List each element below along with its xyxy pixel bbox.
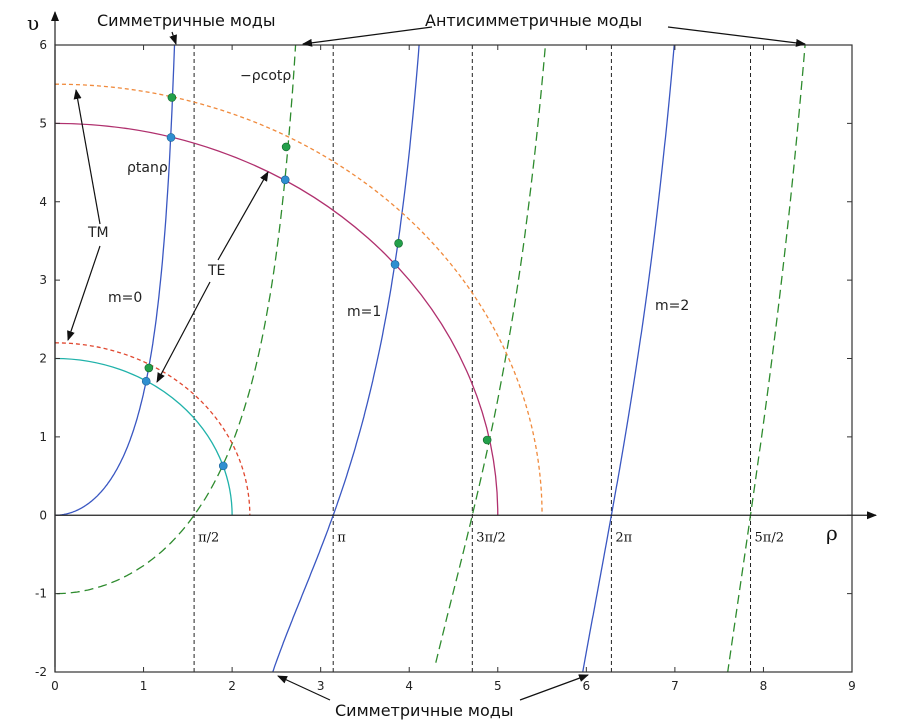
te-arrow-up bbox=[217, 171, 269, 261]
tan-curve-branch-0 bbox=[55, 45, 176, 516]
antisym-arrow-left bbox=[302, 26, 433, 47]
te-intersection-point bbox=[141, 376, 151, 386]
x-tick-label: 8 bbox=[760, 679, 768, 693]
tm-intersection-point bbox=[281, 142, 291, 152]
circle-arc-te-0 bbox=[55, 357, 233, 516]
m1-label: m=1 bbox=[347, 304, 381, 320]
x-tick-label: 9 bbox=[848, 679, 856, 693]
y-tick-label: -1 bbox=[35, 587, 47, 601]
y-tick-label: 5 bbox=[39, 116, 47, 130]
cot-curve-branch-0 bbox=[56, 45, 297, 595]
te-intersection-point bbox=[280, 175, 290, 185]
tan-curve-label: ρtanρ bbox=[127, 160, 168, 176]
y-tick-label: 0 bbox=[39, 508, 47, 522]
x-tick-label: 6 bbox=[583, 679, 591, 693]
circle-arc-te-2 bbox=[55, 122, 499, 516]
tm-intersection-point bbox=[144, 363, 154, 373]
x-tick-label: 3 bbox=[317, 679, 325, 693]
sym-bottom-arrow-right bbox=[519, 674, 589, 701]
y-tick-label: 3 bbox=[39, 273, 47, 287]
tm-arrow-up bbox=[73, 89, 101, 225]
cot-curve-branch-2 bbox=[727, 45, 806, 672]
y-tick-label: -2 bbox=[35, 665, 47, 679]
pi-tick-label: 3π/2 bbox=[476, 530, 505, 545]
y-tick-label: 2 bbox=[39, 352, 47, 366]
pi-tick-label: π bbox=[337, 530, 346, 545]
tm-intersection-point bbox=[482, 435, 492, 445]
x-tick-label: 2 bbox=[228, 679, 236, 693]
antisym-modes-top-label: Антисимметричные моды bbox=[425, 11, 642, 30]
te-intersection-point bbox=[166, 133, 176, 142]
cot-curve-label: −ρcotρ bbox=[240, 68, 291, 84]
tm-intersection-point bbox=[167, 93, 177, 102]
y-axis-label: υ bbox=[27, 11, 39, 35]
sym-top-arrow bbox=[169, 31, 177, 45]
te-label: TE bbox=[207, 263, 225, 279]
x-tick-label: 7 bbox=[671, 679, 679, 693]
tm-label: TM bbox=[87, 225, 109, 241]
x-tick-label: 1 bbox=[140, 679, 148, 693]
sym-bottom-arrow-left bbox=[277, 675, 331, 701]
y-tick-label: 6 bbox=[39, 38, 47, 52]
pi-tick-label: π/2 bbox=[198, 530, 219, 545]
tan-curve-branch-1 bbox=[272, 45, 420, 672]
tm-arrow-down bbox=[67, 245, 101, 341]
y-tick-label: 4 bbox=[39, 195, 47, 209]
x-tick-label: 4 bbox=[405, 679, 413, 693]
sym-modes-top-label: Симметричные моды bbox=[97, 11, 275, 30]
x-tick-label: 5 bbox=[494, 679, 502, 693]
te-arrow-down bbox=[156, 281, 211, 383]
m0-label: m=0 bbox=[108, 290, 142, 306]
tm-intersection-point bbox=[394, 238, 403, 248]
te-intersection-point bbox=[390, 260, 400, 269]
y-tick-label: 1 bbox=[39, 430, 47, 444]
m2-label: m=2 bbox=[655, 298, 689, 314]
sym-modes-bottom-label: Симметричные моды bbox=[335, 701, 513, 720]
x-tick-label: 0 bbox=[51, 679, 59, 693]
pi-tick-label: 2π bbox=[615, 530, 632, 545]
cot-curve-branch-1 bbox=[435, 45, 547, 663]
circle-arc-tm-1 bbox=[55, 342, 251, 516]
pi-tick-label: 5π/2 bbox=[755, 530, 784, 545]
antisym-arrow-right bbox=[667, 26, 806, 47]
tan-curve-branch-2 bbox=[582, 45, 675, 672]
te-intersection-point bbox=[218, 461, 228, 471]
x-axis-label: ρ bbox=[826, 521, 838, 545]
